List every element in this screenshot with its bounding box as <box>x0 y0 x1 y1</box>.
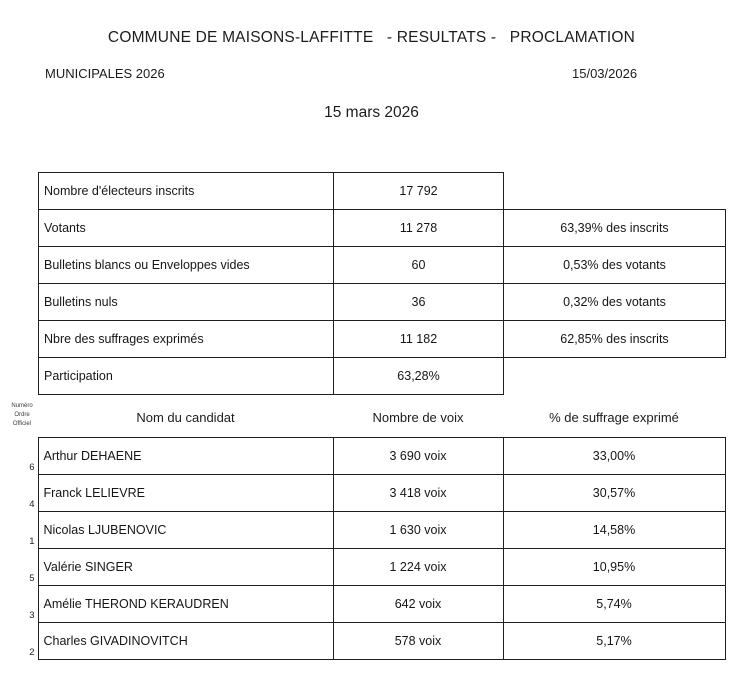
candidate-order-number: 5 <box>29 572 35 584</box>
candidates-header-name: Nom du candidat <box>136 410 235 425</box>
candidate-votes: 1 224 voix <box>332 548 504 586</box>
candidate-row: 4 Franck LELIEVRE 3 418 voix 30,57% <box>0 474 726 512</box>
summary-pct: 62,85% des inscrits <box>503 320 726 358</box>
summary-value: 36 <box>333 283 504 321</box>
summary-label: Bulletins nuls <box>38 283 334 321</box>
summary-value: 17 792 <box>333 172 504 210</box>
candidate-pct: 5,74% <box>502 585 726 623</box>
candidate-pct: 14,58% <box>502 511 726 549</box>
summary-value: 63,28% <box>333 357 504 395</box>
summary-pct: 63,39% des inscrits <box>503 209 726 247</box>
summary-value: 60 <box>333 246 504 284</box>
candidate-name: Nicolas LJUBENOVIC <box>37 511 334 549</box>
candidate-name: Arthur DEHAENE <box>37 437 334 475</box>
candidate-name: Charles GIVADINOVITCH <box>37 622 334 660</box>
candidate-votes: 1 630 voix <box>332 511 504 549</box>
candidate-votes: 578 voix <box>332 622 504 660</box>
summary-value: 11 182 <box>333 320 504 358</box>
candidate-row: 6 Arthur DEHAENE 3 690 voix 33,00% <box>0 437 726 475</box>
candidate-name: Franck LELIEVRE <box>37 474 334 512</box>
summary-row: Nombre d'électeurs inscrits 17 792 <box>38 172 726 210</box>
date-numeric: 15/03/2026 <box>572 66 638 81</box>
summary-row: Bulletins blancs ou Enveloppes vides 60 … <box>38 246 726 284</box>
candidate-order-number: 2 <box>29 646 35 658</box>
candidate-order-number: 6 <box>29 461 35 473</box>
summary-pct <box>504 358 726 395</box>
summary-label: Participation <box>38 357 334 395</box>
candidate-votes: 3 690 voix <box>332 437 504 475</box>
election-label: MUNICIPALES 2026 <box>45 66 165 81</box>
summary-row: Participation 63,28% <box>38 357 726 395</box>
summary-label: Bulletins blancs ou Enveloppes vides <box>38 246 334 284</box>
candidate-pct: 10,95% <box>502 548 726 586</box>
candidate-pct: 33,00% <box>502 437 726 475</box>
summary-table: Nombre d'électeurs inscrits 17 792 Votan… <box>38 172 726 395</box>
order-number-column-label: Numéro Ordre Officiel <box>1 402 43 429</box>
summary-value: 11 278 <box>333 209 504 247</box>
summary-row: Nbre des suffrages exprimés 11 182 62,85… <box>38 320 726 358</box>
candidate-row: 1 Nicolas LJUBENOVIC 1 630 voix 14,58% <box>0 511 726 549</box>
candidate-name: Amélie THEROND KERAUDREN <box>37 585 334 623</box>
candidate-row: 5 Valérie SINGER 1 224 voix 10,95% <box>0 548 726 586</box>
summary-label: Nombre d'électeurs inscrits <box>38 172 334 210</box>
candidates-header-votes: Nombre de voix <box>372 410 464 425</box>
candidate-pct: 5,17% <box>502 622 726 660</box>
summary-pct: 0,32% des votants <box>503 283 726 321</box>
summary-label: Nbre des suffrages exprimés <box>38 320 334 358</box>
candidate-row: 3 Amélie THEROND KERAUDREN 642 voix 5,74… <box>0 585 726 623</box>
candidates-header-pct: % de suffrage exprimé <box>549 410 679 425</box>
order-number-column-label-line: Numéro <box>11 403 33 409</box>
candidate-order-number: 4 <box>29 498 35 510</box>
candidate-order-number: 1 <box>29 535 35 547</box>
date-long: 15 mars 2026 <box>324 104 419 121</box>
candidate-row: 2 Charles GIVADINOVITCH 578 voix 5,17% <box>0 622 726 660</box>
candidates-table: 6 Arthur DEHAENE 3 690 voix 33,00% 4 Fra… <box>0 437 726 660</box>
candidate-votes: 642 voix <box>332 585 504 623</box>
candidate-pct: 30,57% <box>502 474 726 512</box>
document-title: COMMUNE DE MAISONS-LAFFITTE - RESULTATS … <box>107 29 636 46</box>
summary-pct: 0,53% des votants <box>503 246 726 284</box>
summary-label: Votants <box>38 209 334 247</box>
summary-pct <box>504 173 726 210</box>
summary-row: Votants 11 278 63,39% des inscrits <box>38 209 726 247</box>
order-number-column-label-line: Ordre <box>14 412 30 418</box>
order-number-column-label-line: Officiel <box>12 421 32 427</box>
candidate-order-number: 3 <box>29 609 35 621</box>
candidate-name: Valérie SINGER <box>37 548 334 586</box>
summary-row: Bulletins nuls 36 0,32% des votants <box>38 283 726 321</box>
candidate-votes: 3 418 voix <box>332 474 504 512</box>
